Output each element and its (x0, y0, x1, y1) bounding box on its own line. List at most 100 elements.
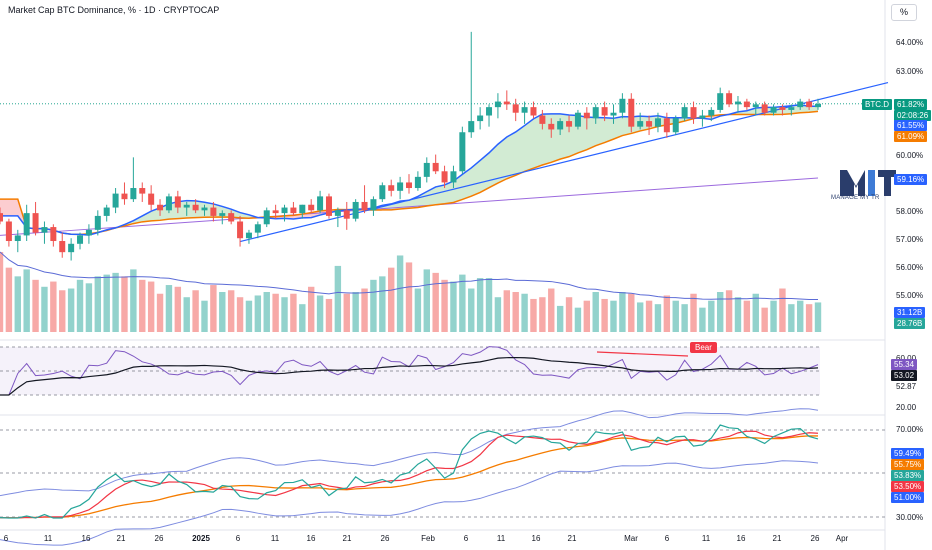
osc-band-upper (0, 408, 819, 497)
time-tick: 6 (235, 534, 241, 543)
volume-bar (352, 292, 359, 332)
candle-body (672, 118, 679, 133)
percent-scale-button[interactable]: % (891, 4, 917, 21)
volume-bar (379, 276, 386, 332)
candle-body (432, 162, 439, 172)
countdown-tag: 02:08:26 (894, 110, 932, 121)
candle-body (130, 188, 137, 200)
volume-bar (361, 288, 368, 332)
candle-body (574, 112, 581, 127)
candle-body (361, 201, 368, 211)
candle-body (68, 243, 75, 253)
volume-bar (174, 286, 182, 332)
time-tick: 11 (43, 534, 53, 543)
volume-bar (556, 305, 564, 332)
volume-bar (254, 295, 262, 332)
rsi-tick: 20.00 (896, 403, 917, 412)
bear-cloud (0, 199, 27, 228)
volume-ma-tag: 31.12B (894, 307, 926, 318)
volume-bar (530, 298, 537, 332)
candle-body (94, 215, 101, 230)
ma-long-line (0, 177, 819, 236)
candle-body (468, 121, 475, 133)
candle-body (450, 171, 457, 183)
candle-body (325, 196, 332, 216)
volume-bar (716, 292, 724, 332)
volume-bar (156, 293, 164, 332)
candle-body (815, 103, 821, 108)
candle-body (103, 207, 110, 216)
volume-bar (592, 292, 599, 332)
candle-body (281, 207, 288, 214)
candle-body (379, 185, 386, 200)
volume-bar (192, 290, 199, 332)
candle-body (699, 115, 706, 119)
osc-green-tag: 53.83% (891, 470, 925, 481)
candle-body (254, 224, 261, 233)
candle-body (503, 101, 510, 105)
time-tick: 6 (664, 534, 670, 543)
time-tick: 26 (810, 534, 820, 543)
volume-bar (450, 281, 457, 332)
volume-bar (636, 302, 644, 332)
candle-body (317, 196, 324, 211)
mmt-logo-icon (840, 170, 896, 196)
candle-body (601, 107, 608, 116)
candle-body (494, 101, 501, 108)
price-tick: 56.00% (896, 263, 924, 272)
candle-body (308, 204, 315, 211)
volume-bar (574, 307, 582, 332)
candle-body (370, 199, 377, 211)
candle-body (512, 104, 519, 113)
candle-body (157, 204, 164, 211)
rsi-ma-line (0, 356, 819, 396)
candle-body (139, 188, 146, 194)
volume-bar (654, 304, 662, 332)
volume-bar (219, 292, 226, 332)
candle-body (557, 121, 564, 130)
time-tick: 21 (116, 534, 126, 543)
volume-bar (672, 300, 679, 332)
volume-bar (805, 304, 813, 332)
volume-bar (645, 300, 653, 332)
volume-bar (94, 276, 102, 332)
candle-body (566, 121, 573, 127)
volume-bar (334, 265, 342, 332)
volume-bar (761, 307, 768, 332)
candle-body (646, 121, 653, 127)
candle-body (788, 107, 795, 110)
time-tick: 2025 (192, 534, 210, 543)
volume-bar (183, 297, 190, 332)
candle-body (539, 115, 546, 124)
candle-body (228, 213, 235, 222)
time-tick: 26 (154, 534, 164, 543)
volume-bar (521, 293, 528, 332)
volume-bar (139, 279, 146, 332)
volume-ma-line (0, 251, 818, 300)
volume-bar (548, 288, 555, 332)
candle-body (521, 107, 528, 113)
rsi-tick: 60.00 (896, 354, 916, 363)
candle-body (761, 104, 768, 113)
volume-bar (423, 269, 430, 332)
chart-title: Market Cap BTC Dominance, % · 1D · CRYPT… (8, 5, 220, 15)
volume-tag: 28.76B (894, 318, 926, 329)
bear-divergence-line (596, 351, 689, 357)
candle-body (806, 101, 813, 108)
volume-bar (263, 292, 270, 332)
candle-body (23, 213, 30, 236)
time-tick: 6 (3, 534, 9, 543)
volume-bar (245, 300, 253, 332)
osc-red-tag: 53.50% (891, 481, 925, 492)
volume-bar (85, 283, 93, 332)
candle-body (210, 207, 217, 216)
osc-tick: 30.00% (896, 513, 924, 522)
volume-bar (112, 272, 119, 332)
candle-body (14, 235, 21, 242)
volume-bar (788, 304, 795, 332)
candle-body (486, 107, 493, 116)
candle-body (752, 104, 759, 108)
volume-bar (494, 297, 502, 332)
volume-bar (50, 281, 57, 332)
